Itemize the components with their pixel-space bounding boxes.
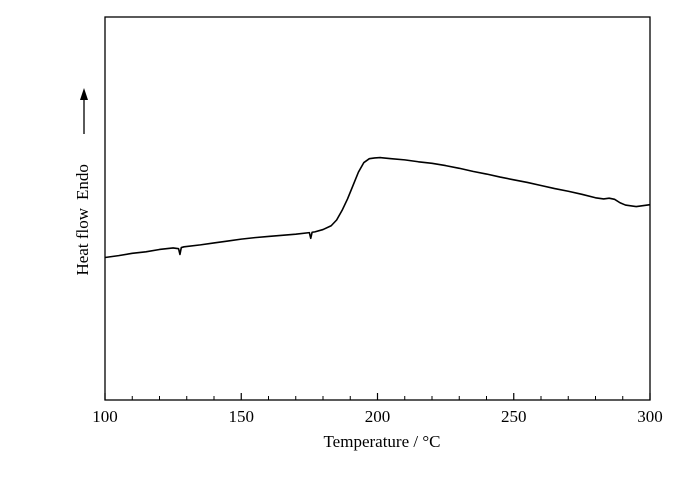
x-tick-label: 200	[365, 407, 391, 426]
x-axis-tick-labels: 100 150 200 250 300	[92, 407, 663, 426]
x-axis-label: Temperature / °C	[323, 432, 440, 451]
heat-flow-curve	[104, 156, 651, 259]
x-tick-label: 150	[229, 407, 255, 426]
y-axis-label-group: Heat flow Endo	[73, 164, 92, 275]
y-axis-direction-label: Endo	[73, 164, 92, 200]
endo-arrow-icon	[80, 88, 88, 134]
x-tick-label: 100	[92, 407, 118, 426]
y-axis-label: Heat flow	[73, 207, 92, 275]
x-tick-label: 300	[637, 407, 663, 426]
plot-frame	[104, 16, 651, 401]
x-tick-label: 250	[501, 407, 527, 426]
x-axis-ticks	[104, 393, 651, 400]
